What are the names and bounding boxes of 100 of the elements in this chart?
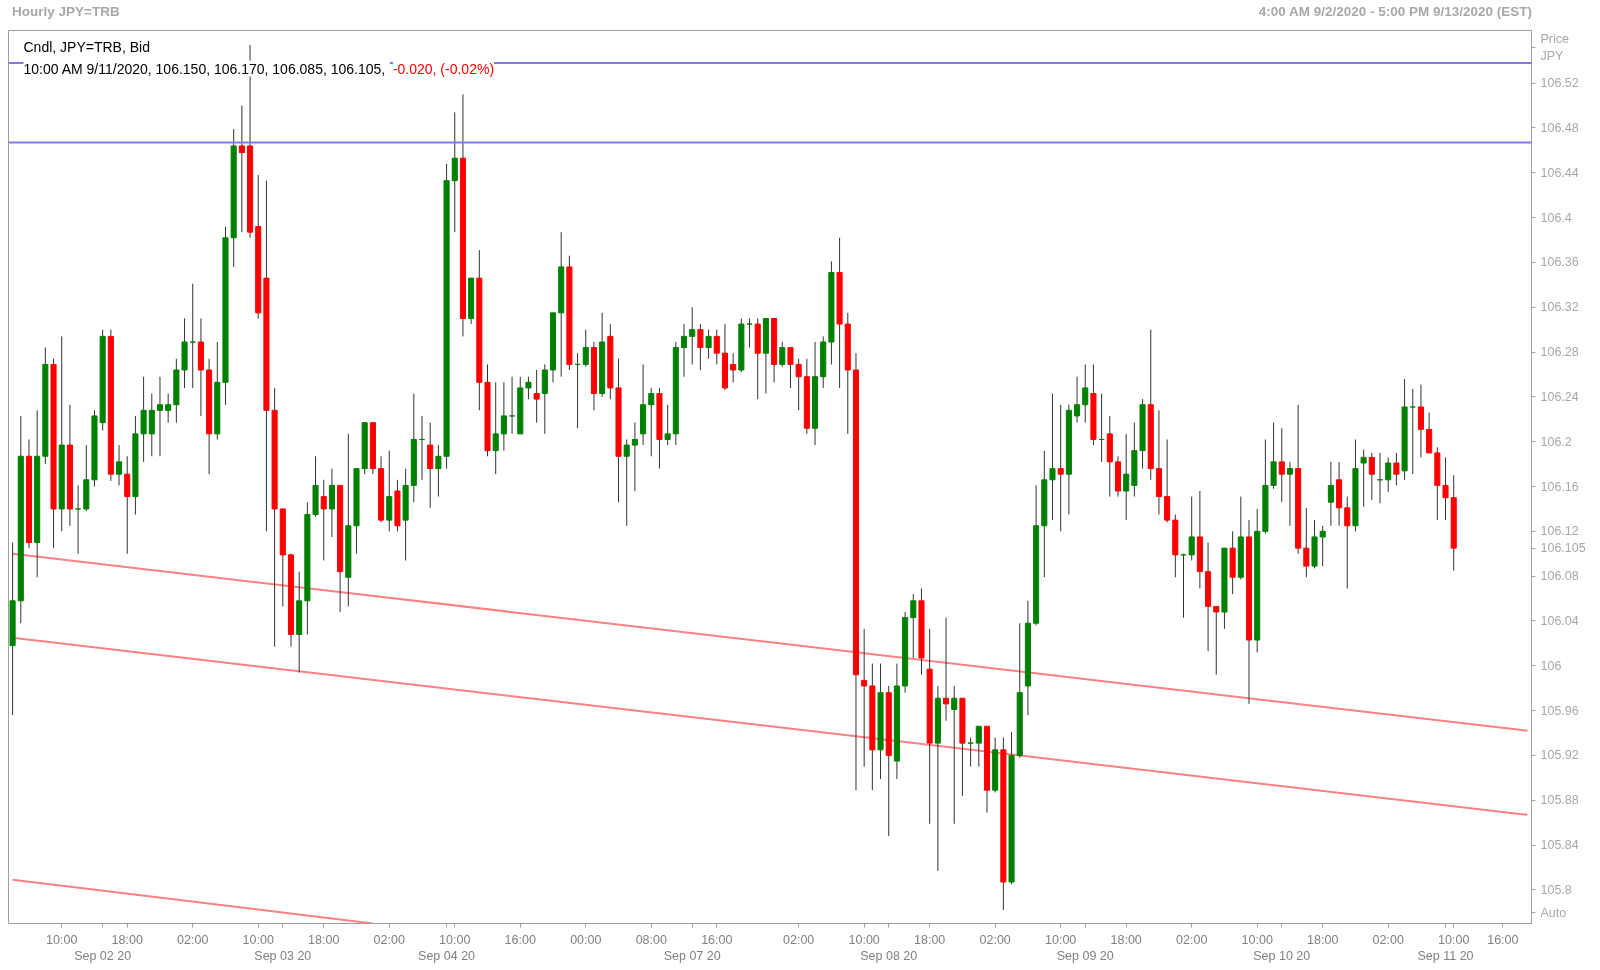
candlestick bbox=[1180, 553, 1187, 619]
candlestick bbox=[1360, 449, 1367, 508]
x-tick-label: 10:00 bbox=[1438, 932, 1470, 947]
x-tick-label: 02:00 bbox=[177, 932, 209, 947]
x-tick-label: 02:00 bbox=[783, 932, 815, 947]
candlestick bbox=[680, 323, 688, 378]
candlestick bbox=[975, 725, 982, 768]
candlestick bbox=[713, 329, 720, 365]
candlestick bbox=[156, 376, 164, 457]
chart-subtitle: 4:00 AM 9/2/2020 - 5:00 PM 9/13/2020 (EST) bbox=[1258, 3, 1533, 19]
candlestick bbox=[730, 352, 737, 383]
candlestick bbox=[140, 376, 147, 463]
x-tick-label: Sep 02 20 bbox=[74, 949, 132, 964]
candlestick bbox=[1393, 452, 1400, 486]
x-tick-label: 02:00 bbox=[979, 932, 1011, 947]
x-tick-label: 18:00 bbox=[308, 932, 340, 947]
chart-title: Hourly JPY=TRB bbox=[12, 3, 120, 19]
candlestick bbox=[533, 369, 540, 424]
y-tick-label: 106.4 bbox=[1540, 210, 1572, 225]
candlestick bbox=[631, 422, 638, 492]
candlestick bbox=[1409, 388, 1416, 475]
y-tick-label: 106.36 bbox=[1540, 255, 1579, 270]
candlestick bbox=[500, 381, 507, 452]
candlestick bbox=[435, 444, 442, 498]
candlestick bbox=[1082, 363, 1089, 424]
y-tick-label: 106.08 bbox=[1540, 569, 1579, 584]
x-tick-label: 08:00 bbox=[635, 932, 667, 947]
y-tick-label: 106.28 bbox=[1540, 345, 1579, 360]
candlestick bbox=[165, 393, 172, 424]
candlestick bbox=[967, 737, 974, 768]
candlestick bbox=[124, 455, 131, 555]
candlestick bbox=[1327, 461, 1334, 527]
candlestick bbox=[386, 450, 393, 532]
x-tick-label: 16:00 bbox=[1487, 932, 1519, 947]
x-tick-label: 18:00 bbox=[914, 932, 946, 947]
candlestick bbox=[427, 422, 434, 509]
x-tick-label: 02:00 bbox=[1176, 932, 1208, 947]
candlestick bbox=[1303, 507, 1310, 578]
y-tick-label: 106 bbox=[1540, 658, 1562, 673]
candlestick bbox=[689, 306, 696, 365]
y-tick-label: 106.12 bbox=[1540, 524, 1579, 539]
candlestick bbox=[189, 283, 196, 389]
x-tick-label: 18:00 bbox=[1110, 932, 1142, 947]
x-tick-label: 16:00 bbox=[701, 932, 733, 947]
x-tick-label: 10:00 bbox=[848, 932, 880, 947]
x-tick-label: 10:00 bbox=[1045, 932, 1077, 947]
x-tick-label: 02:00 bbox=[1372, 932, 1404, 947]
candlestick bbox=[1049, 393, 1056, 521]
y-tick-label: 106.32 bbox=[1540, 300, 1579, 315]
x-tick-label: Sep 08 20 bbox=[860, 949, 918, 964]
y-tick-label: 106.16 bbox=[1540, 479, 1579, 494]
y-tick-label: 105.88 bbox=[1540, 793, 1579, 808]
candlestick bbox=[1278, 427, 1285, 503]
x-tick-label: 10:00 bbox=[46, 932, 78, 947]
candlestick bbox=[1368, 452, 1375, 501]
y-tick-label: 106.48 bbox=[1540, 120, 1579, 135]
candlestick bbox=[509, 376, 516, 435]
candlestick bbox=[664, 404, 671, 446]
candlestick bbox=[1213, 605, 1220, 676]
x-tick-label: 18:00 bbox=[1307, 932, 1339, 947]
y-tick-label: 106.44 bbox=[1540, 165, 1579, 180]
candlestick bbox=[75, 484, 82, 555]
candlestick bbox=[1442, 456, 1449, 521]
candlestick bbox=[116, 444, 123, 486]
annotation: 10:00 AM 9/11/2020, 106.150, 106.170, 106.085, 106.105, bbox=[23, 60, 386, 77]
y-tick-label: 106.105 bbox=[1540, 541, 1586, 556]
candlestick bbox=[1286, 461, 1293, 527]
candlestick bbox=[943, 617, 950, 722]
y-axis-title: Price JPY bbox=[1540, 32, 1570, 63]
candlestick bbox=[1188, 496, 1195, 561]
candlestick bbox=[1417, 384, 1424, 458]
candlestick bbox=[451, 111, 458, 233]
x-tick-label: Sep 10 20 bbox=[1253, 949, 1311, 964]
candlestick bbox=[525, 376, 532, 400]
candlestick bbox=[1344, 496, 1351, 589]
x-tick-label: 16:00 bbox=[504, 932, 536, 947]
candlestick bbox=[1319, 525, 1326, 567]
x-tick-label: Sep 03 20 bbox=[254, 949, 312, 964]
x-tick-label: 02:00 bbox=[373, 932, 405, 947]
candlestick bbox=[320, 479, 327, 561]
candlestick bbox=[541, 363, 548, 435]
candlestick bbox=[705, 329, 712, 360]
candlestick bbox=[623, 438, 630, 527]
x-tick-label: Sep 11 20 bbox=[1417, 949, 1474, 964]
x-tick-label: 00:00 bbox=[570, 932, 602, 947]
annotation: -0.020, (-0.02%) bbox=[392, 60, 495, 77]
candlestick bbox=[328, 468, 335, 538]
annotation: Cndl, JPY=TRB, Bid bbox=[23, 38, 150, 55]
candlestick bbox=[1123, 433, 1130, 521]
candlestick bbox=[951, 685, 958, 825]
y-tick-label: 105.96 bbox=[1540, 703, 1579, 718]
candlestick bbox=[746, 317, 753, 349]
y-tick-label: 106.24 bbox=[1540, 389, 1579, 404]
candlestick bbox=[1057, 404, 1064, 532]
candlestick bbox=[910, 593, 917, 659]
candlestick bbox=[582, 329, 589, 368]
candlestick bbox=[779, 341, 786, 368]
candlestick bbox=[861, 628, 868, 768]
candlestick bbox=[1426, 412, 1433, 454]
candlestick bbox=[148, 393, 155, 457]
